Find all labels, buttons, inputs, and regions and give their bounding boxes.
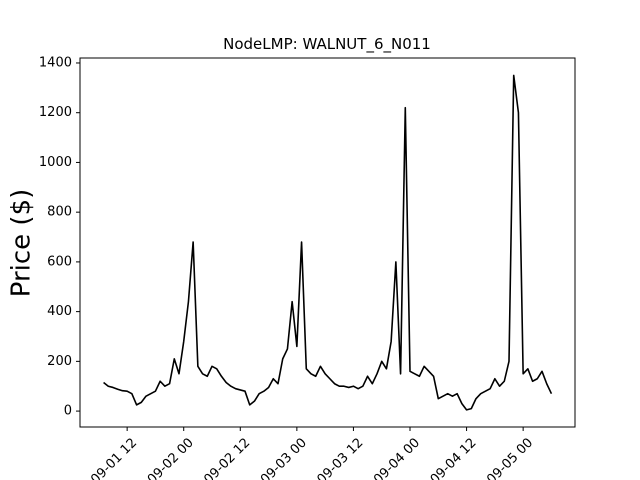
y-tick-label: 800 xyxy=(47,205,72,220)
x-tick-label: 09-04 00 xyxy=(371,435,423,480)
price-line xyxy=(103,74,553,411)
x-tick-label: 09-03 00 xyxy=(258,435,310,480)
x-tick-label: 09-03 12 xyxy=(315,435,367,480)
x-tick-label: 09-04 12 xyxy=(428,435,480,480)
y-axis-label: Price ($) xyxy=(7,189,37,298)
y-tick-label: 400 xyxy=(47,304,72,319)
plot-frame xyxy=(79,57,576,428)
x-tick-label: 09-02 12 xyxy=(201,435,253,480)
y-tick-label: 1000 xyxy=(39,155,72,170)
x-tick-label: 09-01 12 xyxy=(88,435,140,480)
x-tick-label: 09-02 00 xyxy=(145,435,197,480)
y-tick-label: 1200 xyxy=(39,105,72,120)
chart-title: NodeLMP: WALNUT_6_N011 xyxy=(223,35,431,54)
y-tick-label: 0 xyxy=(64,404,72,419)
y-tick-label: 600 xyxy=(47,254,72,269)
y-tick-label: 200 xyxy=(47,354,72,369)
y-tick-label: 1400 xyxy=(39,55,72,70)
x-tick-label: 09-05 00 xyxy=(484,435,536,480)
